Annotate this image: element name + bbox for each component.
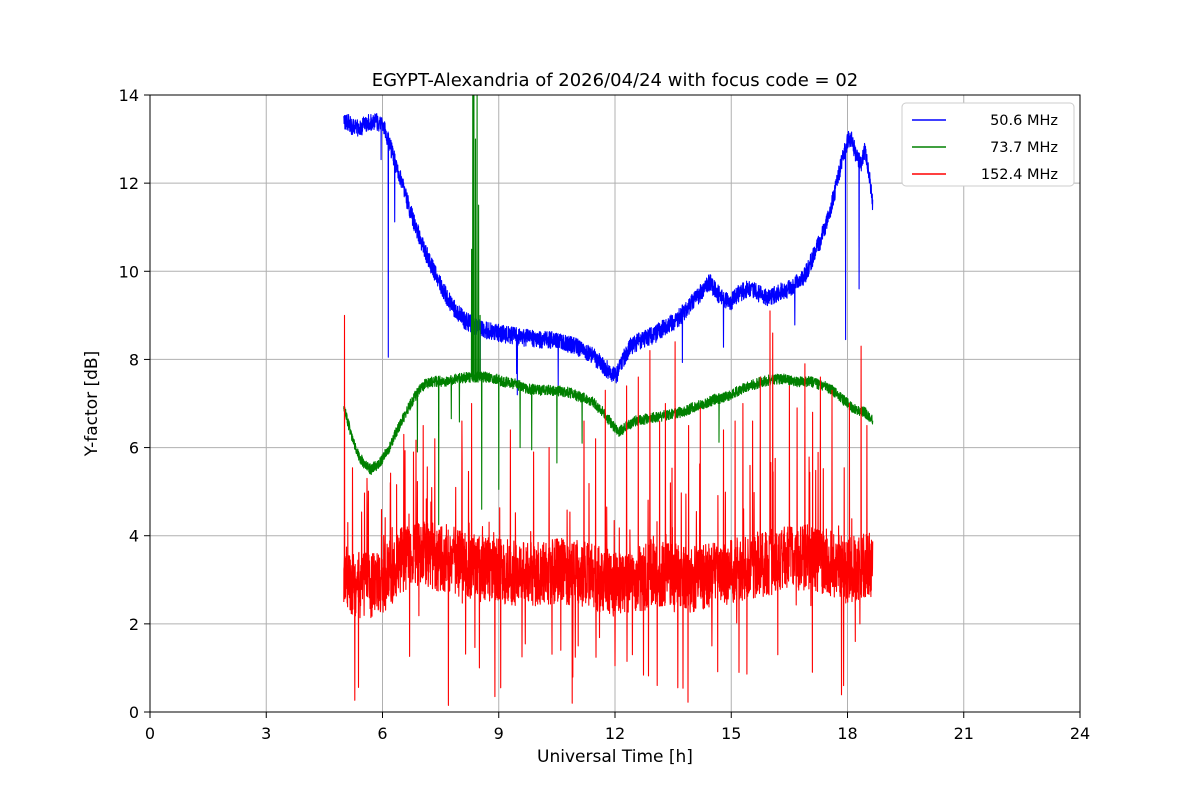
x-tick-label: 15: [721, 724, 741, 743]
y-tick-label: 2: [129, 615, 139, 634]
series-line-1: [343, 95, 874, 526]
x-tick-label: 3: [261, 724, 271, 743]
x-tick-label: 6: [377, 724, 387, 743]
series-line-0: [343, 112, 874, 396]
x-axis-label: Universal Time [h]: [537, 747, 693, 767]
y-tick-label: 10: [119, 262, 139, 281]
y-tick-label: 0: [129, 703, 139, 722]
x-tick-label: 24: [1070, 724, 1090, 743]
y-tick-label: 6: [129, 439, 139, 458]
legend-label-series-0: 50.6 MHz: [990, 113, 1058, 129]
y-tick-label: 4: [129, 527, 139, 546]
y-tick-label: 8: [129, 350, 139, 369]
series-line-2: [343, 310, 874, 706]
chart-title: EGYPT-Alexandria of 2026/04/24 with focu…: [372, 70, 859, 91]
x-tick-label: 9: [494, 724, 504, 743]
legend: 50.6 MHz 73.7 MHz 152.4 MHz: [901, 102, 1075, 187]
x-tick-label: 12: [605, 724, 625, 743]
series-lines: [343, 95, 874, 706]
x-tick-label: 21: [954, 724, 974, 743]
x-tick-label: 0: [145, 724, 155, 743]
legend-label-series-1: 73.7 MHz: [990, 140, 1058, 156]
legend-label-series-2: 152.4 MHz: [981, 167, 1058, 183]
y-tick-label: 14: [119, 86, 139, 105]
x-tick-label: 18: [837, 724, 857, 743]
y-axis-label: Y-factor [dB]: [82, 351, 102, 457]
legend-box: [901, 102, 1075, 187]
y-tick-label: 12: [119, 174, 139, 193]
